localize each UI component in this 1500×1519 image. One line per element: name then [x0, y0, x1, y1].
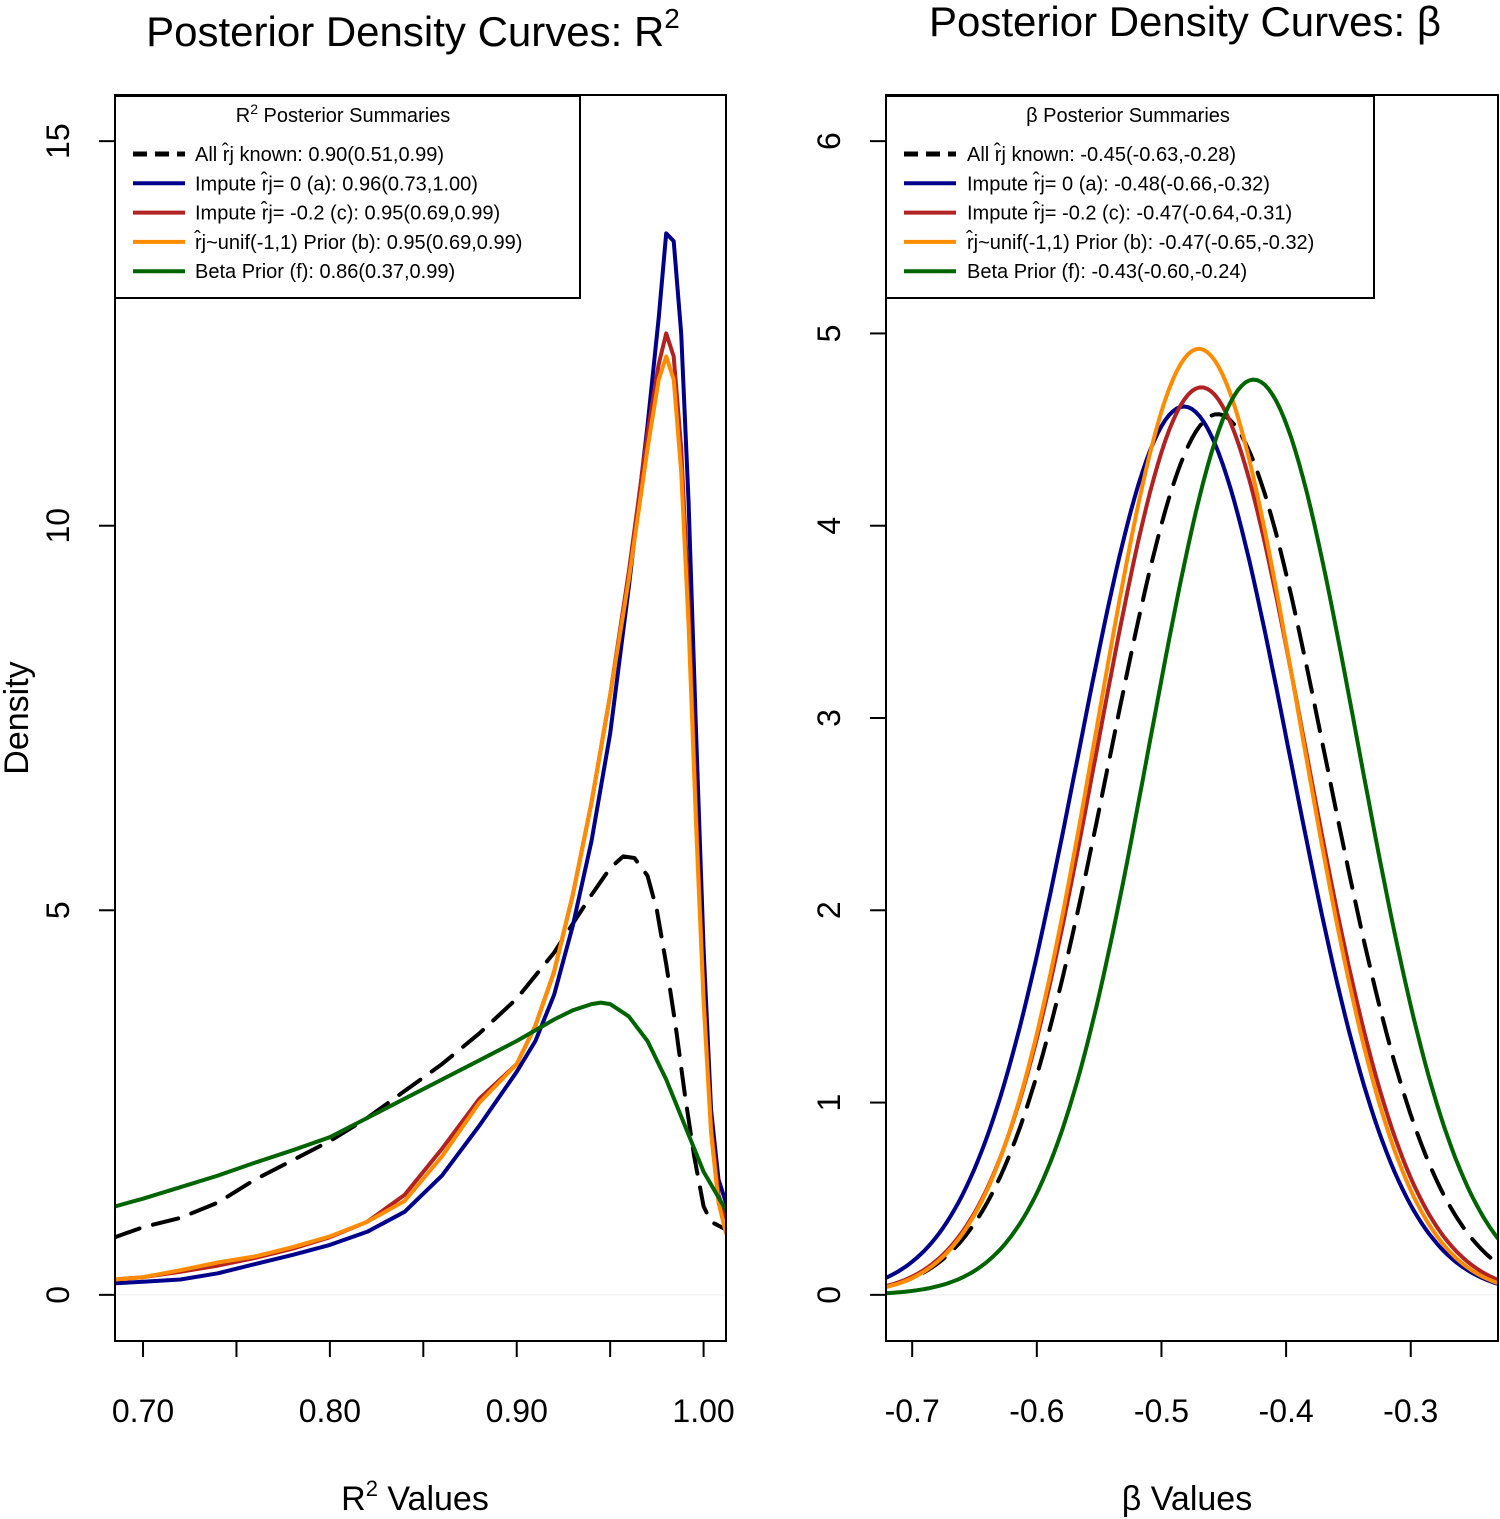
density-curve-5: [115, 1000, 726, 1213]
legend-box: [114, 95, 581, 299]
density-curve-3: [115, 331, 726, 1282]
x-tick-label: 0.80: [299, 1393, 361, 1429]
y-tick-label: 10: [40, 508, 76, 544]
density-curve-4: [115, 354, 726, 1282]
legend-entry-label: Beta Prior (f): 0.86(0.37,0.99): [195, 261, 455, 283]
y-tick-label: 6: [811, 132, 847, 150]
beta-legend: β Posterior Summaries All r̂j known: -0.…: [885, 95, 1375, 299]
legend-entry-label: r̂j~unif(-1,1) Prior (b): -0.47(-0.65,-0…: [965, 230, 1314, 254]
y-tick-label: 2: [811, 901, 847, 919]
y-tick-label: 0: [811, 1286, 847, 1304]
beta-panel: Posterior Density Curves: β β Values -0.…: [811, 0, 1499, 1518]
x-axis-label: R2 Values: [341, 1476, 489, 1518]
y-tick-label: 15: [40, 123, 76, 159]
legend-entry-label: Impute r̂j= 0 (a): 0.96(0.73,1.00): [195, 172, 478, 196]
legend-title: R2 Posterior Summaries: [236, 101, 451, 127]
density-curve-2: [886, 404, 1498, 1286]
density-curve-5: [886, 377, 1498, 1296]
y-tick-label: 3: [811, 709, 847, 727]
x-tick-label: -0.6: [1009, 1393, 1064, 1429]
legend-entry-label: Impute r̂j= 0 (a): -0.48(-0.66,-0.32): [967, 172, 1270, 196]
y-tick-label: 0: [40, 1286, 76, 1304]
y-tick-label: 5: [811, 325, 847, 343]
x-tick-label: 1.00: [672, 1393, 734, 1429]
r2-legend: R2 Posterior Summaries All r̂j known: 0.…: [114, 95, 581, 299]
x-tick-label: 0.70: [112, 1393, 174, 1429]
legend-title: β Posterior Summaries: [1026, 105, 1230, 127]
x-tick-label: -0.7: [885, 1393, 940, 1429]
y-axis-label: Density: [0, 661, 36, 774]
legend-entry-label: Beta Prior (f): -0.43(-0.60,-0.24): [967, 261, 1247, 283]
r2-panel: Posterior Density Curves: R2 Density R2 …: [0, 3, 735, 1518]
legend-entry-label: Impute r̂j= -0.2 (c): 0.95(0.69,0.99): [195, 201, 500, 225]
y-tick-label: 4: [811, 517, 847, 535]
y-tick-label: 1: [811, 1094, 847, 1112]
x-axis-label: β Values: [1122, 1480, 1252, 1518]
density-curve-1: [886, 412, 1498, 1289]
x-tick-label: -0.3: [1383, 1393, 1438, 1429]
x-tick-label: -0.5: [1134, 1393, 1189, 1429]
density-curve-4: [886, 346, 1498, 1290]
beta-panel-title: Posterior Density Curves: β: [929, 0, 1441, 45]
legend-entry-label: All r̂j known: 0.90(0.51,0.99): [195, 142, 444, 166]
legend-entry-label: r̂j~unif(-1,1) Prior (b): 0.95(0.69,0.99…: [193, 230, 522, 254]
x-tick-label: 0.90: [486, 1393, 548, 1429]
legend-box: [885, 95, 1375, 299]
legend-entry-label: Impute r̂j= -0.2 (c): -0.47(-0.64,-0.31): [967, 201, 1292, 225]
density-curve-2: [115, 231, 726, 1286]
y-tick-label: 5: [40, 901, 76, 919]
x-tick-label: -0.4: [1259, 1393, 1314, 1429]
r2-panel-title: Posterior Density Curves: R2: [146, 3, 680, 55]
legend-entry-label: All r̂j known: -0.45(-0.63,-0.28): [967, 142, 1236, 166]
